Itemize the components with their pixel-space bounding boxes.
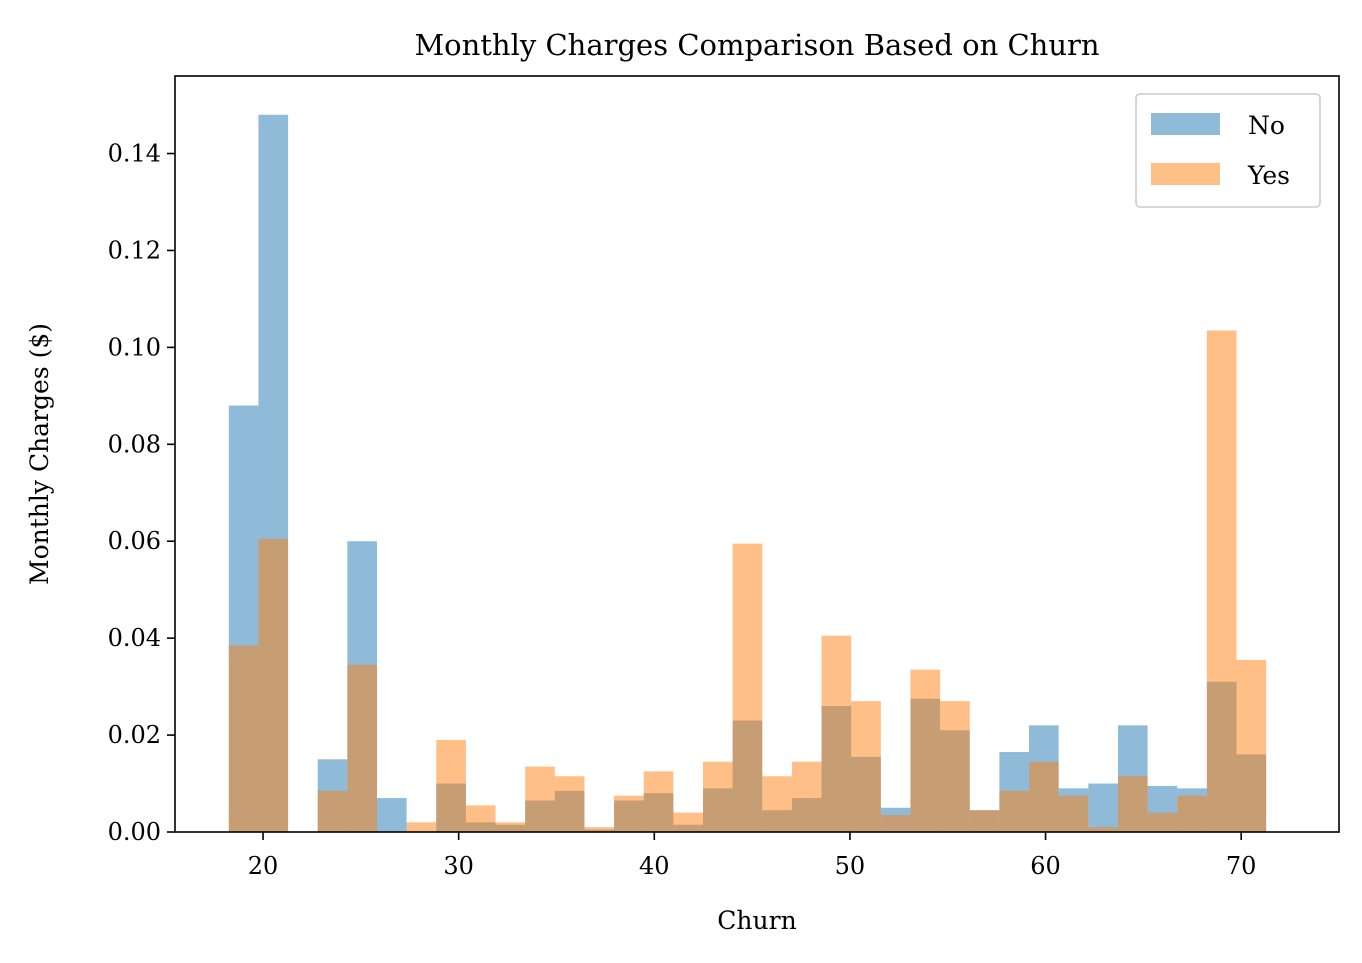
y-axis-ticks: 0.00 0.02 0.04 0.06 0.08 0.10 0.12 0.14 (108, 140, 175, 846)
bar-yes-34 (1236, 659, 1267, 832)
bar-yes-18 (762, 776, 792, 832)
bar-yes-8 (465, 805, 496, 832)
bar-yes-3 (317, 790, 348, 832)
bar-yes-14 (643, 771, 674, 832)
bar-yes-22 (880, 815, 911, 832)
bar-no-5 (376, 798, 407, 832)
y-axis-label: Monthly Charges ($) (25, 323, 54, 585)
y-tick-label: 0.14 (108, 140, 161, 168)
bar-yes-4 (347, 664, 377, 832)
legend-swatch-yes (1151, 163, 1220, 185)
bar-yes-10 (525, 766, 555, 832)
bar-yes-23 (910, 669, 941, 832)
bar-yes-31 (1147, 812, 1178, 832)
bar-yes-19 (791, 761, 822, 832)
bar-yes-9 (495, 822, 526, 832)
bar-yes-28 (1058, 795, 1089, 832)
y-tick-label: 0.04 (108, 624, 161, 652)
bar-yes-1 (258, 538, 289, 832)
y-tick-label: 0.00 (108, 818, 161, 846)
x-tick-label: 30 (443, 852, 474, 880)
bar-yes-11 (554, 776, 585, 832)
bar-yes-16 (703, 761, 733, 832)
bar-yes-27 (1029, 761, 1059, 832)
bar-yes-20 (821, 635, 852, 832)
bars-layer (228, 114, 1267, 832)
bar-yes-26 (999, 790, 1030, 832)
x-axis-label: Churn (717, 906, 796, 935)
y-tick-label: 0.12 (108, 236, 161, 264)
x-tick-label: 70 (1226, 852, 1257, 880)
plot-area-frame (174, 75, 1340, 833)
bar-yes-0 (228, 645, 259, 832)
y-tick-label: 0.08 (108, 430, 161, 458)
bar-yes-17 (732, 543, 763, 832)
legend-label-no: No (1248, 111, 1285, 140)
y-tick-label: 0.06 (108, 527, 161, 555)
bar-yes-21 (851, 701, 881, 832)
bar-yes-30 (1117, 776, 1148, 832)
bar-yes-24 (940, 701, 970, 832)
legend-frame (1135, 93, 1321, 208)
bar-yes-33 (1206, 330, 1237, 832)
x-tick-label: 20 (248, 852, 279, 880)
x-axis-ticks: 20 30 40 50 60 70 (248, 832, 1257, 880)
y-tick-label: 0.10 (108, 333, 161, 361)
legend-label-yes: Yes (1247, 161, 1290, 190)
bar-yes-15 (673, 812, 704, 832)
y-tick-label: 0.02 (108, 721, 161, 749)
x-tick-label: 40 (639, 852, 670, 880)
bar-yes-29 (1088, 827, 1118, 832)
chart-title: Monthly Charges Comparison Based on Chur… (414, 28, 1099, 62)
bar-yes-13 (614, 795, 644, 832)
bar-no-29 (1088, 783, 1118, 832)
x-tick-label: 60 (1030, 852, 1061, 880)
x-tick-label: 50 (835, 852, 866, 880)
legend: No Yes (1135, 93, 1321, 208)
bar-yes-12 (584, 827, 615, 832)
bar-yes-7 (436, 739, 466, 832)
bar-yes-25 (969, 810, 1000, 832)
bar-yes-32 (1177, 795, 1207, 832)
bar-yes-6 (406, 822, 437, 832)
legend-swatch-no (1151, 113, 1220, 135)
